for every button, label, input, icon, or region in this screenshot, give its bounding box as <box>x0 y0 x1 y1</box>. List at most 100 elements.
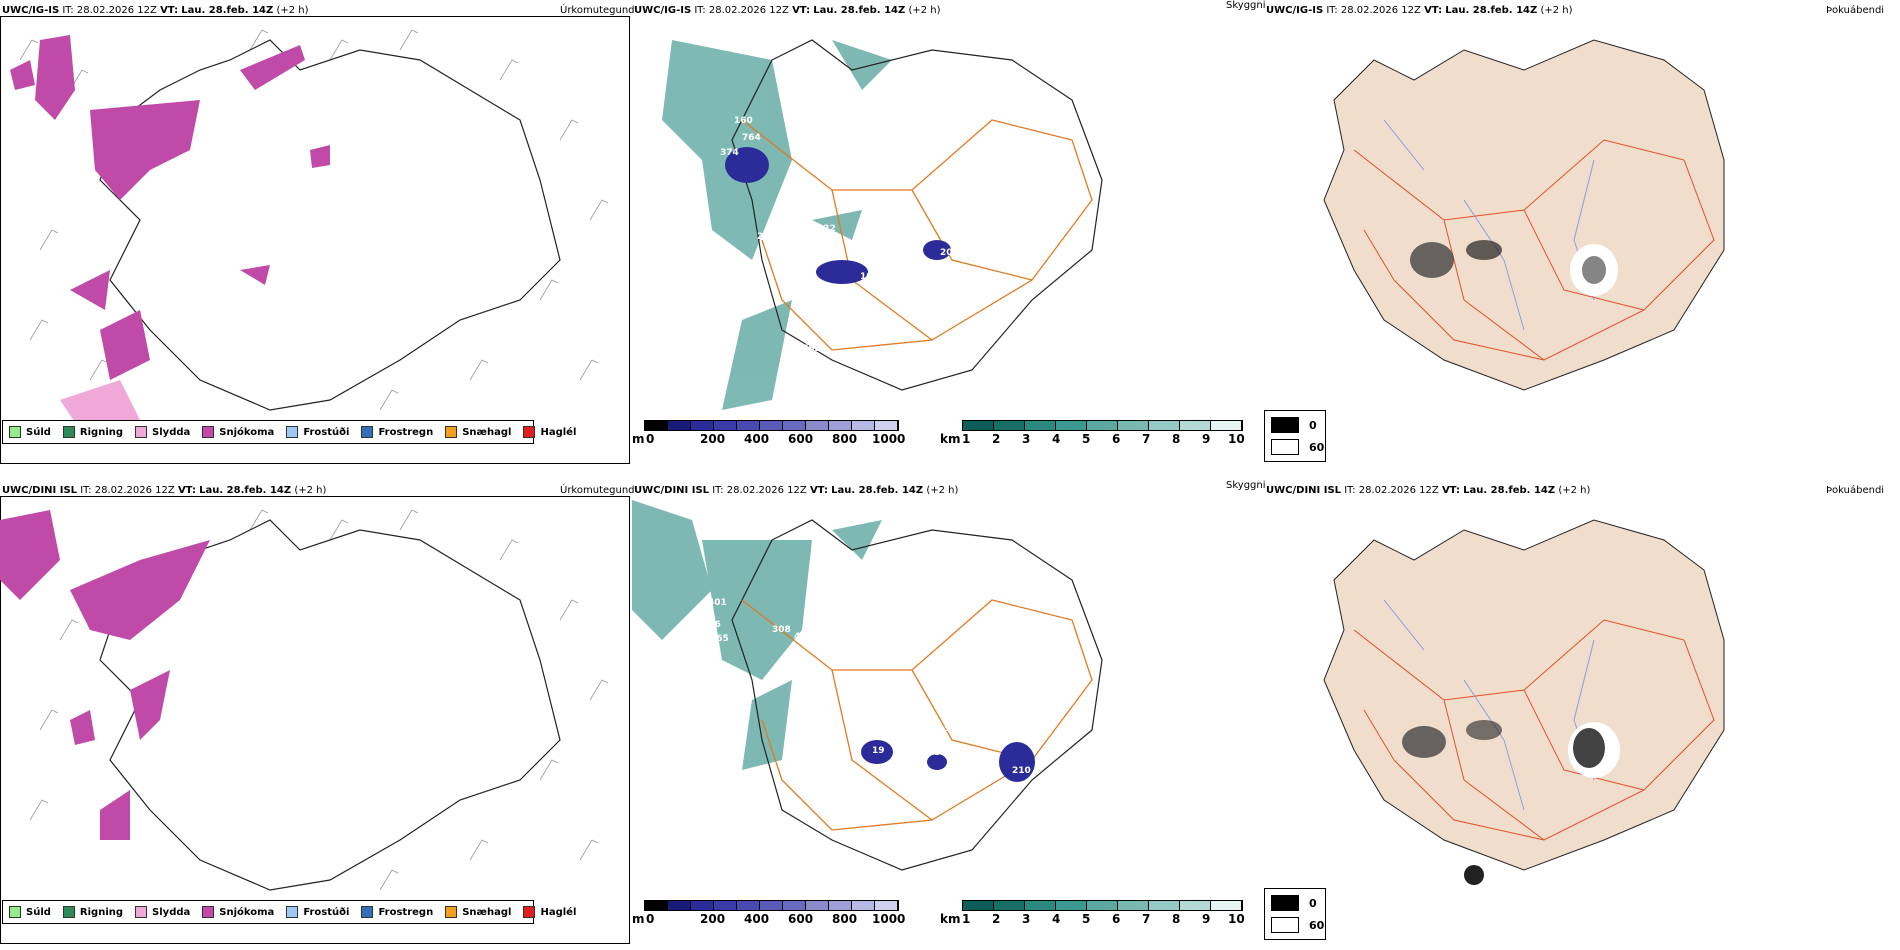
tick: 1000 <box>872 432 906 446</box>
tick: 9 <box>1202 912 1211 926</box>
label: 141 <box>897 256 916 266</box>
label: 405 <box>794 632 813 642</box>
fog-legend-row: 0 <box>1271 417 1317 433</box>
height-colorbar-unit: m <box>632 912 645 926</box>
legend-item: Snæhagl <box>445 426 511 438</box>
iceland-land <box>1323 39 1725 391</box>
legend-item: Snæhagl <box>445 906 511 918</box>
legend-item: Snjókoma <box>202 906 274 918</box>
label: 297 <box>802 242 821 252</box>
legend-item: Frostregn <box>361 906 433 918</box>
tick: 200 <box>700 912 726 926</box>
panel-header: UWC/DINI ISL IT: 28.02.2026 12Z VT: Lau.… <box>634 485 959 496</box>
map-frame <box>0 16 630 464</box>
legend-swatch <box>286 906 299 918</box>
legend-swatch <box>9 426 21 438</box>
panel-header: UWC/IG-IS IT: 28.02.2026 12Z VT: Lau. 28… <box>634 5 941 16</box>
tick: 800 <box>832 432 858 446</box>
tick: 200 <box>700 432 726 446</box>
fog-index-areas <box>1402 720 1620 885</box>
legend-swatch <box>445 426 458 438</box>
legend-swatch <box>523 426 536 438</box>
label: 18 <box>950 662 963 672</box>
label: 764 <box>742 133 761 143</box>
fog-panel: UWC/DINI ISL IT: 28.02.2026 12Z VT: Lau.… <box>1264 480 1900 950</box>
tick: 400 <box>744 912 770 926</box>
label: 374 <box>720 148 739 158</box>
road-network <box>1353 139 1715 361</box>
tick: 9 <box>1202 432 1211 446</box>
label: 19 <box>872 746 885 756</box>
legend-swatch <box>202 906 215 918</box>
cloud-map <box>662 39 1103 410</box>
tick: 3 <box>1022 912 1031 926</box>
iceland-coastline <box>99 519 561 891</box>
tick: 400 <box>744 432 770 446</box>
fog-legend-row: 60 <box>1271 439 1324 455</box>
label: 168 <box>928 272 947 282</box>
tick: 600 <box>788 432 814 446</box>
visibility-colorbar: km 1 2 3 4 5 6 7 8 9 10 <box>940 420 1260 460</box>
panel-header: UWC/DINI ISL IT: 28.02.2026 12Z VT: Lau.… <box>1266 485 1591 496</box>
legend-item: Slydda <box>135 426 190 438</box>
tick: 7 <box>1142 432 1151 446</box>
row-igis: UWC/IG-IS IT: 28.02.2026 12Z VT: Lau. 28… <box>0 0 1900 470</box>
precip-type-panel: UWC/IG-IS IT: 28.02.2026 12Z VT: Lau. 28… <box>0 0 635 470</box>
panel-title: Úrkomutegund <box>560 5 635 16</box>
panel-title: Skyggni <box>1226 0 1266 11</box>
legend-item: Frostúði <box>286 426 349 438</box>
fog-legend-row: 0 <box>1271 895 1317 911</box>
precip-legend: Súld Rigning Slydda Snjókoma Frostúði Fr… <box>2 900 576 924</box>
legend-swatch <box>523 906 536 918</box>
visibility-colorbar-unit: km <box>940 912 961 926</box>
precip-legend: Súld Rigning Slydda Snjókoma Frostúði Fr… <box>2 420 576 444</box>
legend-item: Haglél <box>523 906 576 918</box>
tick: 4 <box>1052 432 1061 446</box>
panel-title: Skyggni <box>1226 480 1266 491</box>
legend-swatch <box>361 906 374 918</box>
tick: 0 <box>646 432 655 446</box>
label: 401 <box>708 598 727 608</box>
wind-barbs <box>19 29 609 411</box>
legend-swatch <box>286 426 299 438</box>
label: 255 <box>757 232 776 242</box>
height-colorbar-cells <box>644 900 899 911</box>
tick: 3 <box>1022 432 1031 446</box>
tick: 8 <box>1172 432 1181 446</box>
tick: 8 <box>1172 912 1181 926</box>
legend-swatch <box>202 426 215 438</box>
tick: 1 <box>962 432 971 446</box>
panel-header: UWC/DINI ISL IT: 28.02.2026 12Z VT: Lau.… <box>2 485 327 496</box>
tick: 600 <box>788 912 814 926</box>
tick: 10 <box>1228 432 1245 446</box>
tick: 1 <box>962 912 971 926</box>
low-visibility-areas <box>632 500 882 770</box>
legend-item: Frostúði <box>286 906 349 918</box>
legend-swatch <box>62 906 75 918</box>
snow-areas <box>0 510 210 840</box>
legend-item: Súld <box>9 426 51 438</box>
tick: 2 <box>992 432 1001 446</box>
precip-type-panel: UWC/DINI ISL IT: 28.02.2026 12Z VT: Lau.… <box>0 480 635 950</box>
fog-legend-box: 0 60 <box>1264 410 1326 462</box>
label: 765 <box>802 344 821 354</box>
low-visibility-areas <box>662 40 892 410</box>
row-dini: UWC/DINI ISL IT: 28.02.2026 12Z VT: Lau.… <box>0 480 1900 950</box>
legend-swatch <box>62 426 75 438</box>
legend-item: Slydda <box>135 906 190 918</box>
tick: 0 <box>646 912 655 926</box>
panel-header: UWC/IG-IS IT: 28.02.2026 12Z VT: Lau. 28… <box>2 5 309 16</box>
tick: 800 <box>832 912 858 926</box>
fog-index-areas <box>1410 240 1618 296</box>
tick: 5 <box>1082 912 1091 926</box>
tick: 6 <box>1112 912 1121 926</box>
fog-map <box>1323 39 1725 391</box>
road-network <box>1353 619 1715 841</box>
height-colorbar: m 0 200 400 600 800 1000 <box>632 420 932 460</box>
panel-title: Þokuábendi <box>1826 5 1885 16</box>
precip-map <box>0 509 609 891</box>
legend-item: Rigning <box>62 906 123 918</box>
label: 255 <box>742 412 761 422</box>
legend-swatch <box>445 906 458 918</box>
label: 210 <box>1012 766 1031 776</box>
